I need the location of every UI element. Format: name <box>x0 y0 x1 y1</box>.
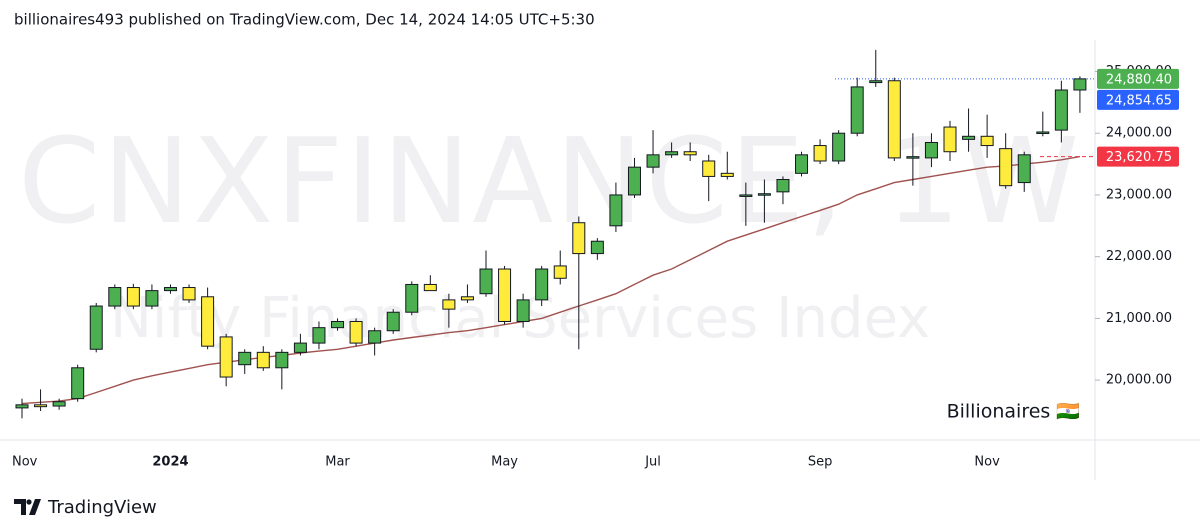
logo-dot <box>26 499 32 505</box>
candle-body <box>405 283 419 313</box>
y-tick-label: 22,000.00 <box>1106 249 1172 264</box>
y-tick-label: 23,000.00 <box>1106 187 1172 202</box>
candle-body <box>479 268 493 295</box>
price-label-box <box>1097 146 1179 167</box>
candle-body <box>163 287 177 292</box>
watermark-symbol: CNXFINANCE, 1W <box>18 112 1081 250</box>
candle-body <box>924 141 938 159</box>
candle-body <box>702 160 716 177</box>
candle-body <box>15 404 29 409</box>
candle-body <box>553 265 567 279</box>
candle-body <box>89 305 103 350</box>
candle-body <box>609 194 623 227</box>
candle-body <box>869 80 883 84</box>
price-label: 24,854.65 <box>1106 93 1172 108</box>
y-tick-label: 24,000.00 <box>1106 126 1172 141</box>
candle-body <box>999 148 1013 187</box>
candle-body <box>201 296 215 347</box>
candle-body <box>349 320 363 344</box>
candle-body <box>238 351 252 366</box>
x-tick-label: Jul <box>644 455 661 470</box>
candle-body <box>739 194 753 197</box>
candle-body <box>832 132 846 162</box>
candle-body <box>368 330 382 344</box>
price-label-box <box>1097 89 1179 110</box>
candle-body <box>52 401 66 407</box>
candle-body <box>980 135 994 147</box>
candle-body <box>145 290 159 307</box>
candle-body <box>423 283 437 292</box>
candle-body <box>683 151 697 156</box>
candle-body <box>1054 89 1068 131</box>
candle-body <box>720 172 734 177</box>
y-tick-label: 20,000.00 <box>1106 373 1172 388</box>
x-tick-label: May <box>491 455 518 470</box>
candle-body <box>962 135 976 140</box>
logo-mark <box>14 499 41 515</box>
candle-body <box>813 145 827 162</box>
candle-body <box>572 222 586 255</box>
candle-body <box>293 342 307 353</box>
candle-body <box>312 327 326 344</box>
x-tick-label: Nov <box>974 455 1000 470</box>
candle-body <box>442 299 456 310</box>
header: billionaires493 published on TradingView… <box>14 11 595 29</box>
candle-body <box>71 367 85 400</box>
candle-body <box>498 268 512 322</box>
candle-body <box>1017 154 1031 184</box>
price-label: 24,880.40 <box>1106 72 1172 87</box>
candle-body <box>1073 78 1087 91</box>
candle-body <box>219 336 233 378</box>
candle-body <box>943 126 957 153</box>
candle-body <box>331 320 345 329</box>
candle-body <box>850 86 864 134</box>
candle-body <box>757 193 771 196</box>
candle-body <box>906 156 920 159</box>
tradingview-logo <box>14 499 41 515</box>
candle-body <box>1036 131 1050 134</box>
price-label-box <box>1097 68 1179 89</box>
x-tick-label: Mar <box>325 455 350 470</box>
candle-body <box>516 299 530 322</box>
candle-body <box>665 151 679 156</box>
candle-body <box>460 296 474 301</box>
candle-body <box>795 154 809 174</box>
candle-body <box>256 351 270 369</box>
candle-body <box>887 80 901 159</box>
candle-body <box>535 268 549 301</box>
x-tick-label: Sep <box>808 455 833 470</box>
candle-body <box>386 311 400 332</box>
candle-body <box>126 287 140 307</box>
moving-average <box>21 155 1081 405</box>
candle-body <box>590 240 604 255</box>
candle-body <box>646 154 660 168</box>
candle-body <box>34 404 48 408</box>
price-label: 23,620.75 <box>1106 150 1172 165</box>
x-tick-label: Nov <box>12 455 38 470</box>
candle-body <box>776 179 790 193</box>
candle-body <box>182 287 196 301</box>
annotation: Billionaires 🇮🇳 <box>947 401 1081 423</box>
candle-body <box>275 351 289 369</box>
candle-body <box>108 287 122 307</box>
y-tick-label: 21,000.00 <box>1106 311 1172 326</box>
plot <box>15 49 1095 419</box>
x-tick-label: 2024 <box>152 455 188 470</box>
candle-body <box>627 166 641 196</box>
footer-brand: TradingView <box>47 497 157 518</box>
